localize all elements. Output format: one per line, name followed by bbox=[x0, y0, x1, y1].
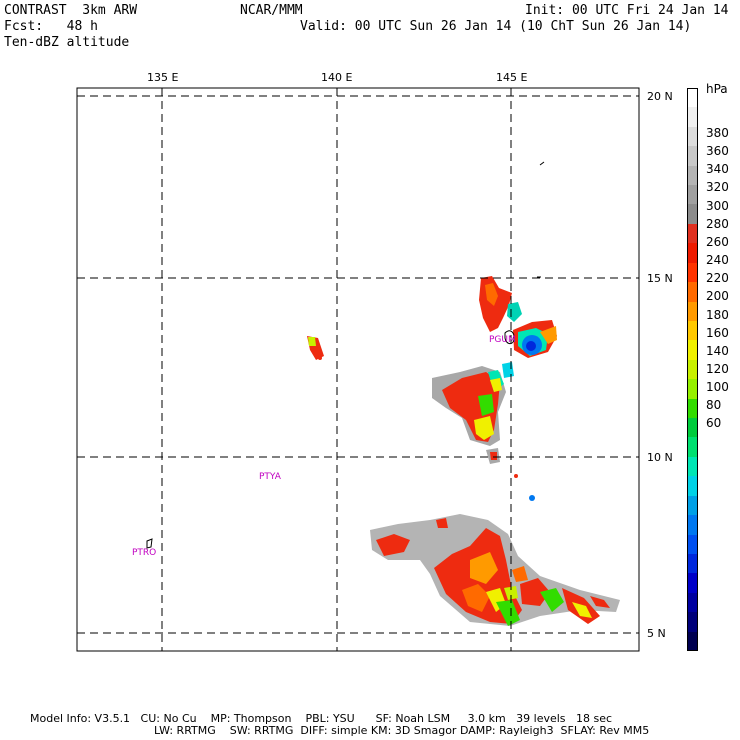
colorbar-swatch bbox=[687, 631, 698, 652]
colorbar-label: 180 bbox=[706, 307, 729, 322]
colorbar-label: 360 bbox=[706, 144, 729, 159]
colorbar-swatch bbox=[687, 476, 698, 497]
lat-label: 20 N bbox=[647, 90, 673, 103]
colorbar-swatch bbox=[687, 418, 698, 438]
colorbar-label: 340 bbox=[706, 162, 729, 177]
lon-label: 145 E bbox=[496, 71, 527, 84]
colorbar-label: 120 bbox=[706, 361, 729, 376]
coastlines bbox=[146, 95, 545, 549]
colorbar-swatch bbox=[687, 573, 698, 594]
colorbar-swatch bbox=[687, 223, 698, 244]
colorbar-swatch bbox=[687, 107, 698, 128]
colorbar-swatch bbox=[687, 379, 698, 400]
precip-echoes bbox=[307, 276, 620, 626]
colorbar-label: 140 bbox=[706, 343, 729, 358]
valid-time: Valid: 00 UTC Sun 26 Jan 14 (10 ChT Sun … bbox=[300, 19, 692, 34]
colorbar-label: 300 bbox=[706, 198, 729, 213]
colorbar-label: 380 bbox=[706, 126, 729, 140]
station-ptro: PTRO bbox=[132, 548, 156, 558]
colorbar-swatch bbox=[687, 515, 698, 535]
echo-cluster-south bbox=[370, 514, 620, 626]
colorbar-swatch bbox=[687, 185, 698, 205]
organization: NCAR/MMM bbox=[240, 3, 303, 18]
colorbar-swatch bbox=[687, 340, 698, 361]
colorbar-swatch bbox=[687, 456, 698, 477]
lat-label: 15 N bbox=[647, 272, 673, 285]
colorbar-swatch bbox=[687, 165, 698, 186]
colorbar-label: 100 bbox=[706, 380, 729, 395]
lat-label: 5 N bbox=[647, 627, 666, 640]
colorbar-label: 220 bbox=[706, 271, 729, 286]
colorbar-unit: hPa bbox=[706, 82, 728, 96]
forecast-hour: Fcst: 48 h bbox=[4, 19, 98, 34]
colorbar-swatch bbox=[687, 262, 698, 283]
colorbar-label: 240 bbox=[706, 253, 729, 268]
colorbar-swatch bbox=[687, 301, 698, 322]
colorbar-swatch bbox=[687, 320, 698, 341]
colorbar-swatch bbox=[687, 398, 698, 419]
station-pgum: PGUM bbox=[489, 335, 516, 345]
colorbar-label: 280 bbox=[706, 216, 729, 231]
colorbar-swatch bbox=[687, 282, 698, 303]
colorbar-swatch bbox=[687, 437, 698, 458]
init-time: Init: 00 UTC Fri 24 Jan 14 bbox=[525, 3, 729, 18]
colorbar-swatch bbox=[687, 359, 698, 380]
lon-axis-labels: 135 E 140 E 145 E bbox=[147, 71, 527, 84]
colorbar-swatch bbox=[687, 495, 698, 516]
station-ptya: PTYA bbox=[259, 472, 282, 482]
colorbar-swatch bbox=[687, 612, 698, 633]
colorbar-label: 60 bbox=[706, 416, 722, 431]
colorbar-label: 160 bbox=[706, 325, 729, 340]
model-info-line2: LW: RRTMG SW: RRTMG DIFF: simple KM: 3D … bbox=[154, 724, 650, 737]
colorbar-label: 320 bbox=[706, 180, 729, 195]
colorbar-swatch bbox=[687, 534, 698, 555]
colorbar-swatch bbox=[687, 126, 698, 147]
colorbar-label: 200 bbox=[706, 289, 729, 304]
colorbar-swatch bbox=[687, 553, 698, 574]
station-labels: PGUM PTYA PTRO bbox=[132, 335, 516, 558]
echo-cluster-north bbox=[479, 276, 557, 358]
lat-label: 10 N bbox=[647, 451, 673, 464]
lat-lon-grid bbox=[77, 88, 639, 651]
lon-label: 140 E bbox=[321, 71, 352, 84]
colorbar-swatch bbox=[687, 204, 698, 225]
lat-axis-labels: 20 N 15 N 10 N 5 N bbox=[647, 90, 673, 640]
colorbar-label: 260 bbox=[706, 234, 729, 249]
colorbar-label: 80 bbox=[706, 398, 722, 413]
colorbar-swatch bbox=[687, 88, 698, 108]
map-frame bbox=[76, 87, 640, 652]
product-title: CONTRAST 3km ARW bbox=[4, 3, 138, 18]
colorbar-swatch bbox=[687, 146, 698, 167]
colorbar-swatch bbox=[687, 592, 698, 613]
colorbar-swatch bbox=[687, 243, 698, 264]
field-name: Ten-dBZ altitude bbox=[4, 35, 130, 50]
lon-label: 135 E bbox=[147, 71, 178, 84]
model-info-line1: Model Info: V3.5.1 CU: No Cu MP: Thompso… bbox=[30, 712, 613, 725]
echo-isolated bbox=[307, 336, 535, 501]
